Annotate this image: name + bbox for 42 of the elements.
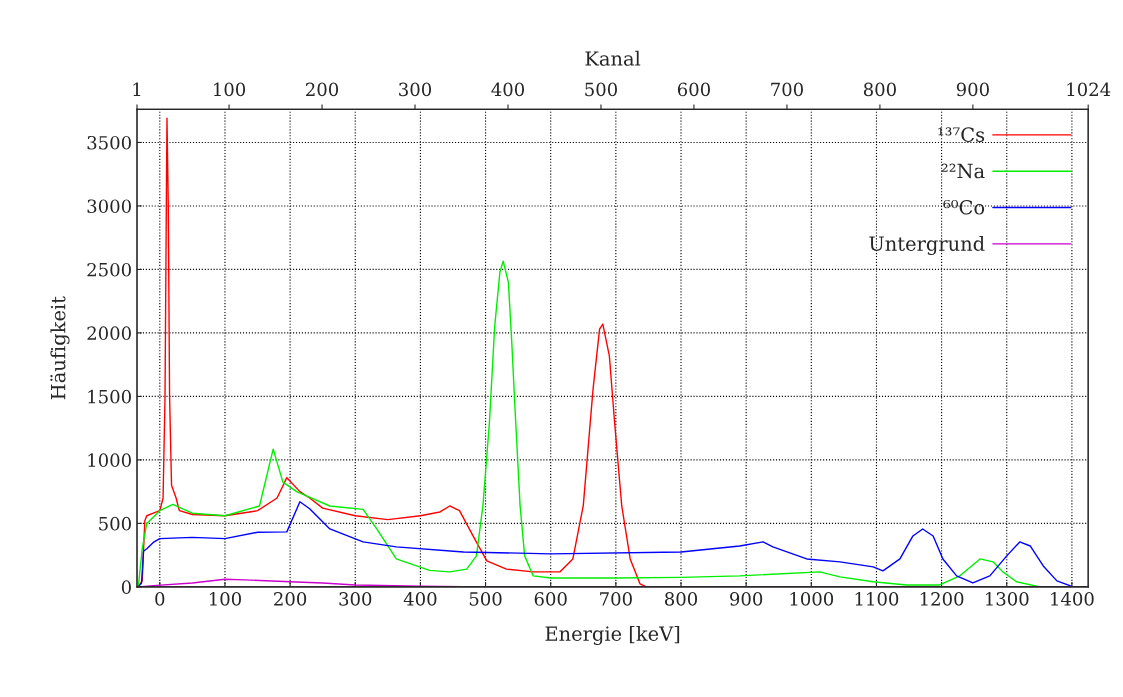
x-tick-label: 300 (339, 592, 372, 606)
y-tick-label: 3500 (87, 135, 131, 150)
x2-tick-label: 1 (133, 82, 141, 96)
x2-tick-label: 1024 (1067, 82, 1111, 97)
y-tick-label: 0 (121, 580, 131, 594)
y-tick-label: 1000 (88, 453, 131, 468)
y-axis-title: Häufigkeit (50, 296, 70, 400)
x-tick-label: 1400 (1051, 592, 1094, 606)
x-tick-label: 1000 (790, 592, 834, 606)
x-axis-title: Energie [keV] (545, 625, 680, 645)
y-tick-label: 1500 (88, 389, 131, 404)
x2-tick-label: 900 (956, 82, 989, 97)
y-tick-label: 2500 (87, 262, 131, 277)
x-tick-label: 700 (600, 592, 632, 606)
x-tick-label: 600 (534, 592, 567, 606)
legend-label: ²²Na (941, 163, 985, 179)
x-tick-label: 1100 (855, 592, 899, 606)
x-tick-label: 800 (664, 592, 698, 606)
legend-label: Untergrund (869, 235, 985, 255)
x2-tick-label: 800 (863, 82, 896, 97)
line-series (137, 117, 648, 587)
x2-tick-label: 700 (771, 82, 803, 97)
y-tick-label: 2000 (87, 326, 131, 341)
x-tick-label: 500 (469, 592, 502, 606)
x-tick-label: 1200 (920, 592, 964, 606)
x2-tick-label: 500 (585, 82, 618, 97)
x2-tick-label: 300 (399, 82, 432, 97)
y-tick-label: 3000 (87, 199, 131, 214)
legend-label: ⁶⁰Co (943, 199, 985, 215)
x2-axis-title: Kanal (585, 50, 641, 66)
x-tick-label: 400 (403, 592, 437, 606)
x-tick-label: 0 (155, 592, 165, 606)
x2-tick-label: 100 (214, 82, 246, 97)
x-tick-label: 900 (730, 592, 763, 606)
x2-tick-label: 600 (677, 82, 710, 97)
x-tick-label: 200 (274, 592, 307, 606)
x2-tick-label: 400 (491, 82, 525, 97)
legend-label: ¹³⁷Cs (938, 127, 985, 142)
x2-tick-label: 200 (306, 82, 339, 97)
x-tick-label: 1300 (985, 592, 1029, 606)
x-tick-label: 100 (209, 592, 241, 606)
y-tick-label: 500 (99, 516, 131, 531)
